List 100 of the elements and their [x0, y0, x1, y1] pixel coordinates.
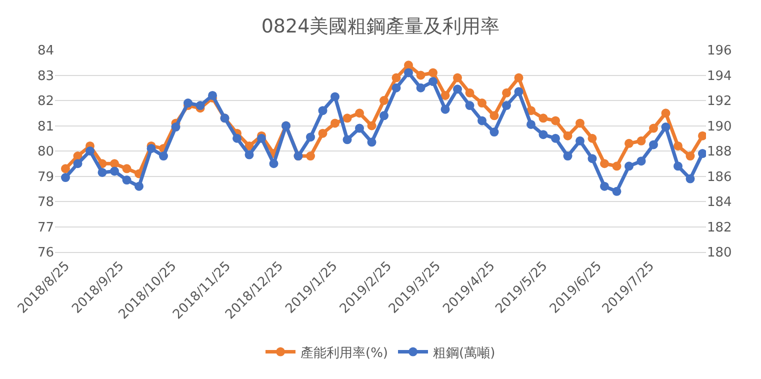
- point: [269, 159, 278, 168]
- y-tick-label: 77: [37, 220, 54, 236]
- point: [624, 162, 634, 171]
- point: [146, 144, 156, 153]
- point: [478, 116, 486, 126]
- point: [404, 68, 413, 78]
- point: [490, 111, 499, 120]
- point: [342, 114, 352, 123]
- point: [576, 118, 584, 128]
- point: [171, 122, 180, 132]
- y-tick-label: 78: [37, 195, 54, 210]
- y2-tick-label: 182: [707, 220, 732, 236]
- point: [600, 159, 609, 168]
- point: [428, 68, 438, 78]
- point: [514, 73, 524, 82]
- point: [686, 152, 695, 161]
- point: [330, 118, 340, 128]
- point: [698, 131, 706, 140]
- y2-tick-label: 186: [707, 170, 732, 185]
- y2-tick-label: 192: [707, 94, 732, 110]
- y2-tick-label: 190: [707, 119, 732, 134]
- point: [649, 140, 658, 150]
- point: [478, 98, 486, 108]
- point: [588, 154, 597, 164]
- point: [636, 156, 646, 166]
- point: [576, 136, 584, 146]
- point: [612, 186, 622, 196]
- point: [380, 96, 388, 105]
- point: [698, 149, 706, 158]
- point: [502, 88, 511, 98]
- point: [538, 114, 548, 123]
- legend-label: 粗鋼(萬噸): [433, 346, 496, 361]
- point: [318, 106, 328, 116]
- point: [416, 70, 426, 80]
- point: [563, 152, 572, 161]
- point: [551, 116, 560, 126]
- y2-tick-label: 194: [707, 68, 732, 84]
- point: [318, 128, 328, 138]
- point: [490, 128, 499, 137]
- y2-tick-label: 184: [707, 195, 732, 210]
- point: [134, 182, 144, 191]
- point: [649, 124, 658, 133]
- y-tick-label: 81: [37, 119, 54, 134]
- point: [502, 101, 511, 110]
- point: [367, 121, 376, 130]
- point: [428, 77, 438, 86]
- point: [686, 174, 695, 184]
- point: [538, 130, 548, 140]
- point: [404, 60, 413, 70]
- point: [526, 120, 536, 129]
- point: [661, 108, 670, 118]
- y-tick-label: 79: [37, 170, 54, 185]
- y-tick-label: 83: [37, 68, 54, 84]
- chart-title: 0824美國粗鋼產量及利用率: [261, 15, 500, 38]
- point: [61, 164, 70, 174]
- point: [184, 98, 192, 108]
- point: [392, 83, 401, 92]
- point: [588, 134, 597, 143]
- point: [306, 152, 315, 161]
- point: [342, 135, 352, 144]
- y-tick-label: 76: [37, 246, 54, 261]
- point: [196, 101, 205, 110]
- point: [636, 136, 646, 146]
- point: [600, 182, 609, 191]
- point: [208, 90, 217, 100]
- point: [122, 176, 132, 185]
- point: [440, 104, 450, 114]
- point: [73, 159, 82, 168]
- legend-label: 產能利用率(%): [300, 344, 388, 361]
- point: [465, 101, 474, 110]
- point: [674, 141, 682, 150]
- point: [563, 131, 572, 140]
- point: [624, 138, 634, 148]
- point: [380, 111, 388, 120]
- point: [416, 83, 426, 92]
- y2-tick-label: 196: [707, 44, 732, 59]
- point: [661, 122, 670, 132]
- point: [551, 134, 560, 143]
- y-tick-label: 84: [37, 44, 54, 59]
- y-tick-label: 80: [37, 144, 54, 160]
- point: [453, 73, 462, 82]
- y-tick-label: 82: [37, 94, 54, 110]
- point: [392, 73, 401, 82]
- point: [61, 173, 70, 182]
- point: [110, 159, 119, 168]
- point: [612, 162, 622, 171]
- point: [355, 108, 364, 118]
- point: [355, 124, 364, 133]
- point: [244, 150, 254, 160]
- point: [453, 84, 462, 94]
- point: [514, 87, 524, 96]
- point: [110, 166, 119, 176]
- point: [232, 134, 242, 143]
- point: [306, 132, 315, 142]
- point: [367, 138, 376, 147]
- point: [257, 134, 266, 143]
- point: [330, 92, 340, 102]
- point: [86, 146, 94, 156]
- point: [440, 90, 450, 100]
- y2-tick-label: 180: [707, 246, 732, 261]
